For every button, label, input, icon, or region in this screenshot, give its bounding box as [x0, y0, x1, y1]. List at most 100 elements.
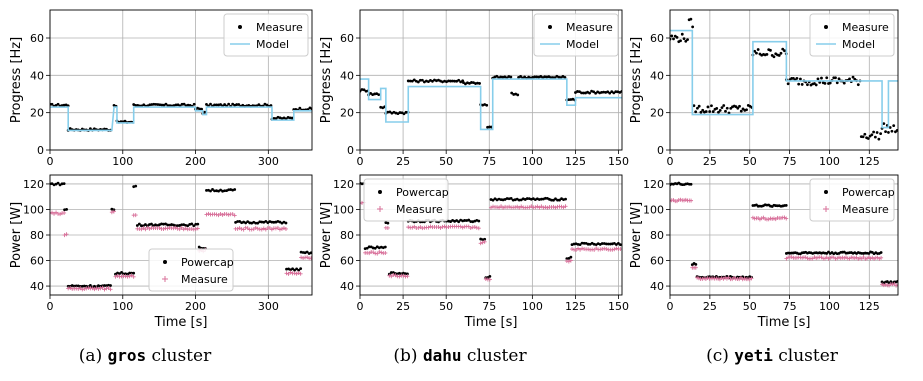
data-point	[567, 256, 571, 260]
data-point	[594, 91, 598, 95]
data-point	[828, 81, 832, 85]
y-tick-label: 40	[650, 280, 664, 293]
data-point	[377, 249, 382, 254]
x-tick-label: 125	[565, 300, 586, 313]
data-point	[141, 226, 146, 231]
y-tick-label: 40	[30, 69, 44, 82]
data-point	[806, 83, 809, 87]
data-point	[554, 197, 557, 201]
data-point	[711, 110, 715, 113]
data-point	[133, 213, 138, 218]
data-point	[365, 246, 369, 250]
series-group	[670, 17, 898, 141]
data-point	[784, 203, 788, 207]
y-tick-label: 20	[650, 107, 664, 120]
legend-plus-swatch	[823, 206, 829, 212]
legend: Powercap Measure	[363, 178, 449, 222]
series-measure	[50, 209, 312, 292]
data-point	[223, 103, 227, 106]
data-point	[367, 245, 371, 249]
data-point	[765, 52, 769, 56]
data-point	[879, 251, 883, 254]
data-point	[722, 104, 726, 107]
data-point	[431, 79, 434, 83]
data-point	[297, 268, 301, 272]
data-point	[218, 211, 223, 216]
data-point	[559, 204, 564, 209]
data-point	[416, 80, 420, 84]
data-point	[406, 272, 409, 276]
x-tick-label: 100	[819, 155, 840, 168]
axes-frame	[49, 174, 313, 296]
x-tick-label: 75	[482, 155, 496, 168]
data-point	[393, 273, 398, 278]
axes-frame	[359, 9, 623, 151]
data-point	[177, 227, 182, 232]
data-point	[563, 204, 568, 209]
data-point	[174, 103, 178, 107]
series-group	[670, 181, 898, 288]
data-point	[283, 226, 288, 231]
panel-gros-progress: 0 100 200 300 0 20 40 60 Progress [Hz] Measure Mod…	[9, 9, 313, 168]
data-point	[692, 104, 696, 108]
data-point	[152, 102, 156, 106]
data-point	[701, 108, 705, 112]
data-point	[875, 131, 879, 134]
data-point	[238, 220, 242, 223]
data-point	[164, 102, 168, 106]
panel-yeti-progress: 0 25 50 75 100 125 0 20 40 60 Progress [Hz] Measure…	[629, 9, 899, 168]
data-point	[236, 220, 239, 223]
data-point	[255, 226, 260, 231]
data-point	[689, 198, 694, 203]
data-point	[672, 37, 675, 41]
data-point	[148, 103, 152, 107]
data-point	[383, 251, 388, 256]
data-point	[183, 226, 188, 231]
data-point	[570, 247, 575, 252]
data-point	[495, 74, 499, 78]
data-point	[592, 247, 597, 252]
data-point	[823, 81, 827, 85]
data-point	[519, 204, 524, 209]
data-point	[233, 188, 237, 191]
data-point	[131, 274, 136, 279]
data-point	[263, 227, 268, 232]
data-point	[58, 212, 63, 217]
data-point	[291, 267, 294, 271]
legend-label: Model	[566, 38, 599, 51]
data-point	[610, 90, 614, 93]
x-tick-label: 200	[185, 300, 206, 313]
data-point	[427, 80, 430, 84]
data-point	[541, 205, 546, 210]
data-point	[563, 76, 567, 79]
data-point	[418, 225, 423, 230]
data-point	[517, 205, 522, 210]
data-point	[467, 218, 471, 222]
x-tick-label: 100	[522, 155, 543, 168]
data-point	[727, 111, 731, 115]
legend-label: Measure	[566, 21, 613, 34]
data-point	[489, 205, 493, 210]
data-point	[309, 251, 312, 255]
data-point	[799, 77, 802, 81]
data-point	[463, 219, 467, 222]
data-point	[476, 226, 481, 231]
data-point	[779, 51, 783, 55]
data-point	[377, 93, 381, 97]
data-point	[606, 90, 610, 94]
data-point	[697, 104, 701, 108]
legend-dot-swatch	[548, 25, 552, 29]
y-tick-label: 80	[30, 229, 44, 242]
data-point	[209, 102, 212, 106]
x-tick-label: 0	[357, 300, 364, 313]
data-point	[74, 284, 78, 288]
data-point	[371, 250, 376, 255]
data-point	[800, 83, 804, 86]
data-point	[113, 274, 118, 279]
y-tick-label: 20	[30, 107, 44, 120]
data-point	[213, 103, 216, 107]
y-tick-label: 60	[30, 255, 44, 268]
data-point	[410, 79, 414, 83]
data-point	[769, 48, 772, 52]
data-point	[196, 222, 200, 226]
